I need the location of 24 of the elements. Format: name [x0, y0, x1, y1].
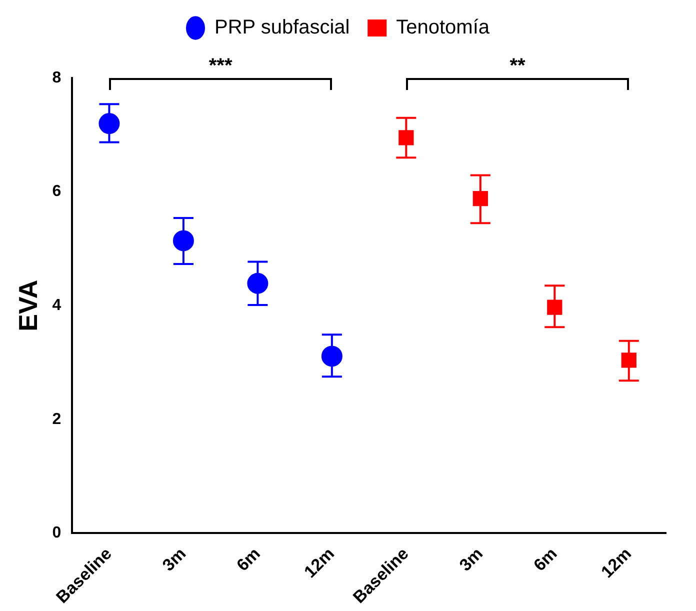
- x-tick-label: 6m: [233, 544, 264, 575]
- point: [172, 230, 194, 252]
- y-tick-label: 4: [52, 296, 62, 314]
- x-tick-label: 12m: [300, 544, 338, 582]
- x-tick-label: 12m: [598, 544, 636, 582]
- y-axis-title: EVA: [12, 280, 43, 332]
- point: [321, 346, 342, 367]
- x-tick-label: 3m: [456, 544, 487, 575]
- point: [98, 113, 120, 134]
- point: [547, 300, 562, 315]
- y-tick-label: 2: [52, 410, 62, 428]
- legend-label: PRP subfascial: [214, 16, 350, 39]
- x-tick-label: 6m: [530, 544, 561, 575]
- point: [398, 130, 414, 146]
- annotation: **: [508, 55, 526, 77]
- x-tick-label: 3m: [158, 544, 190, 575]
- annotation: ***: [208, 55, 234, 77]
- y-tick-label: 0: [52, 524, 62, 542]
- point: [247, 272, 268, 294]
- legend-label: Tenotomía: [396, 16, 490, 39]
- y-tick-label: 6: [52, 183, 62, 200]
- y-tick-label: 8: [52, 69, 62, 86]
- point: [472, 191, 488, 206]
- point: [621, 352, 636, 368]
